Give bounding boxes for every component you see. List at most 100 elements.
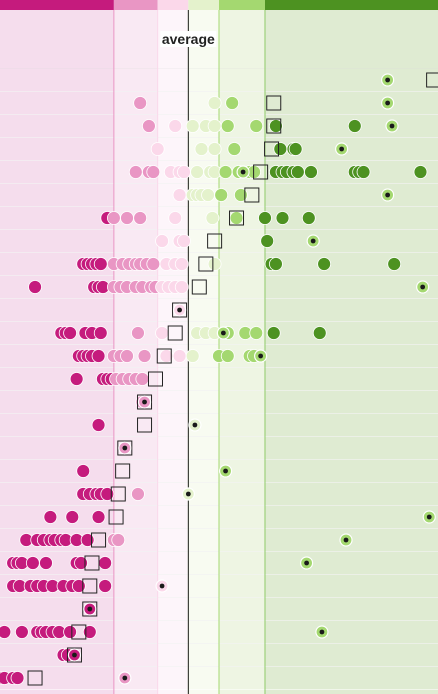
data-point <box>150 142 165 156</box>
scale-bar-segment-6 <box>264 0 438 10</box>
data-point <box>312 326 327 340</box>
target-marker-center <box>87 606 93 612</box>
data-point <box>266 326 281 340</box>
row-11 <box>172 302 188 318</box>
data-point <box>91 510 106 524</box>
target-marker-center <box>258 353 264 359</box>
target-marker-center <box>159 583 165 589</box>
baseline-square-marker <box>207 233 223 249</box>
row-23 <box>6 578 169 594</box>
band-6 <box>264 10 438 694</box>
target-marker-center <box>385 77 391 83</box>
data-point <box>205 211 220 225</box>
data-point <box>14 625 29 639</box>
target-marker-center <box>304 560 309 566</box>
target-marker-center <box>142 399 147 405</box>
data-point <box>65 510 80 524</box>
data-point <box>218 165 233 179</box>
row-27 <box>0 670 132 686</box>
data-point <box>76 464 91 478</box>
baseline-square-marker <box>266 118 282 134</box>
row-19 <box>76 486 195 502</box>
data-point <box>25 556 40 570</box>
data-point <box>100 487 115 501</box>
data-point <box>39 556 53 570</box>
baseline-square-marker <box>27 670 43 686</box>
data-point <box>207 257 222 271</box>
data-point <box>69 372 84 386</box>
row-22 <box>6 555 314 571</box>
row-5 <box>128 164 428 180</box>
data-point <box>225 96 240 110</box>
row-10 <box>28 279 430 295</box>
baseline-square-marker <box>147 371 163 387</box>
data-point <box>177 165 191 179</box>
scale-bar-segment-2 <box>113 0 158 10</box>
data-point <box>290 165 305 179</box>
data-point <box>111 533 126 547</box>
data-point <box>71 579 86 593</box>
baseline-square-marker <box>167 325 183 341</box>
baseline-square-marker <box>115 463 131 479</box>
scale-bar-segment-3 <box>157 0 189 10</box>
target-marker-center <box>192 422 198 428</box>
target-marker-center <box>223 468 228 474</box>
row-4 <box>150 141 349 157</box>
data-point <box>233 188 248 202</box>
row-26 <box>56 647 82 663</box>
baseline-square-marker <box>191 279 207 295</box>
baseline-square-marker <box>172 302 188 318</box>
data-point <box>91 418 106 432</box>
scale-bar-segment-1 <box>0 0 114 10</box>
row-25 <box>0 624 329 640</box>
baseline-square-marker <box>253 164 269 180</box>
target-marker-center <box>185 491 191 497</box>
row-12 <box>54 325 327 341</box>
baseline-square-marker <box>91 532 107 548</box>
baseline-square-marker <box>198 256 214 272</box>
row-2 <box>133 95 395 111</box>
data-point <box>93 257 108 271</box>
row-8 <box>155 233 320 249</box>
data-point <box>258 211 272 225</box>
data-point <box>133 96 148 110</box>
data-point <box>135 372 150 386</box>
data-point <box>269 257 283 271</box>
target-marker-center <box>420 284 426 290</box>
data-point <box>288 142 303 156</box>
row-15 <box>135 394 153 410</box>
row-21 <box>19 532 353 548</box>
data-point <box>91 349 106 363</box>
row-18 <box>76 463 233 479</box>
data-point <box>133 211 148 225</box>
data-point <box>229 211 244 225</box>
data-point <box>275 211 290 225</box>
data-point <box>128 165 143 179</box>
data-point <box>168 119 183 133</box>
row-3 <box>142 118 399 134</box>
target-marker-center <box>122 445 128 451</box>
data-point <box>249 119 264 133</box>
data-point <box>63 625 77 639</box>
row-17 <box>117 440 133 456</box>
data-point <box>207 96 222 110</box>
data-point <box>120 211 134 225</box>
target-marker-center <box>310 238 316 244</box>
baseline-square-marker <box>266 95 282 111</box>
target-marker-center <box>240 169 246 175</box>
average-label-background <box>160 31 217 47</box>
target-marker-center <box>385 192 391 198</box>
baseline-square-marker <box>84 555 100 571</box>
average-label: average <box>162 31 215 47</box>
data-point <box>172 349 187 363</box>
data-point <box>220 349 235 363</box>
data-point <box>63 326 77 340</box>
scale-bar-segment-4 <box>188 0 219 10</box>
baseline-square-marker <box>156 348 172 364</box>
data-point <box>106 211 121 225</box>
data-point <box>214 188 229 202</box>
data-point <box>174 257 189 271</box>
data-point <box>227 142 242 156</box>
